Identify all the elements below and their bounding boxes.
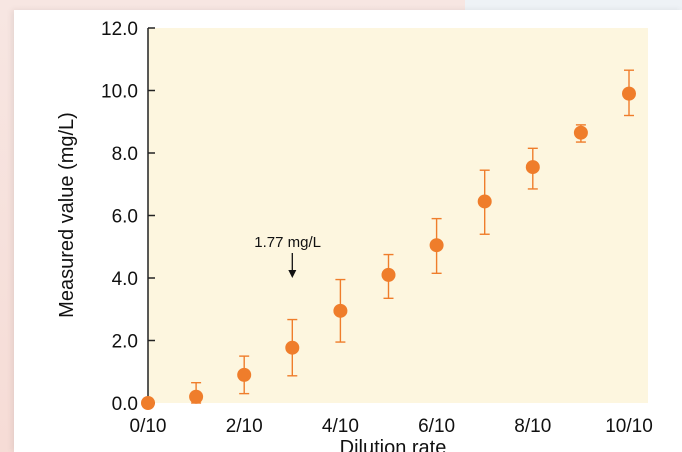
data-point bbox=[237, 367, 252, 382]
x-tick-label: 2/10 bbox=[226, 416, 263, 437]
annotations: 1.77 mg/L bbox=[254, 234, 321, 278]
data-point bbox=[622, 86, 636, 101]
y-tick-label: 10.0 bbox=[101, 82, 138, 103]
y-tick-label: 4.0 bbox=[112, 269, 138, 290]
x-tick-label: 8/10 bbox=[514, 416, 551, 437]
x-axis-ticks: 0/10 2/10 4/10 6/10 8/10 10/10 bbox=[130, 416, 653, 437]
data-points bbox=[141, 69, 636, 410]
data-point bbox=[477, 194, 492, 209]
top-band bbox=[465, 0, 682, 10]
data-point bbox=[381, 267, 396, 282]
data-point bbox=[333, 303, 348, 318]
data-point bbox=[189, 389, 204, 404]
x-axis-title: Dilution rate bbox=[340, 437, 447, 452]
data-point bbox=[141, 396, 155, 410]
y-tick-label: 0.0 bbox=[112, 394, 138, 415]
y-axis-title: Measured value (mg/L) bbox=[56, 112, 78, 318]
y-tick-label: 12.0 bbox=[101, 19, 138, 40]
annotation-label: 1.77 mg/L bbox=[254, 234, 321, 251]
data-point bbox=[285, 340, 300, 355]
x-tick-label: 4/10 bbox=[322, 416, 359, 437]
y-tick-label: 2.0 bbox=[112, 332, 138, 353]
data-point bbox=[573, 125, 588, 140]
y-axis-ticks: 0.0 2.0 4.0 6.0 8.0 10.0 12.0 bbox=[101, 19, 155, 415]
x-tick-label: 6/10 bbox=[418, 416, 455, 437]
x-tick-label: 10/10 bbox=[605, 416, 653, 437]
x-tick-label: 0/10 bbox=[130, 416, 167, 437]
plot-area bbox=[148, 28, 648, 403]
y-tick-label: 6.0 bbox=[112, 207, 138, 228]
data-point bbox=[429, 238, 444, 253]
y-tick-label: 8.0 bbox=[112, 144, 138, 165]
data-point bbox=[525, 160, 540, 175]
annotation-arrowhead bbox=[288, 270, 297, 278]
